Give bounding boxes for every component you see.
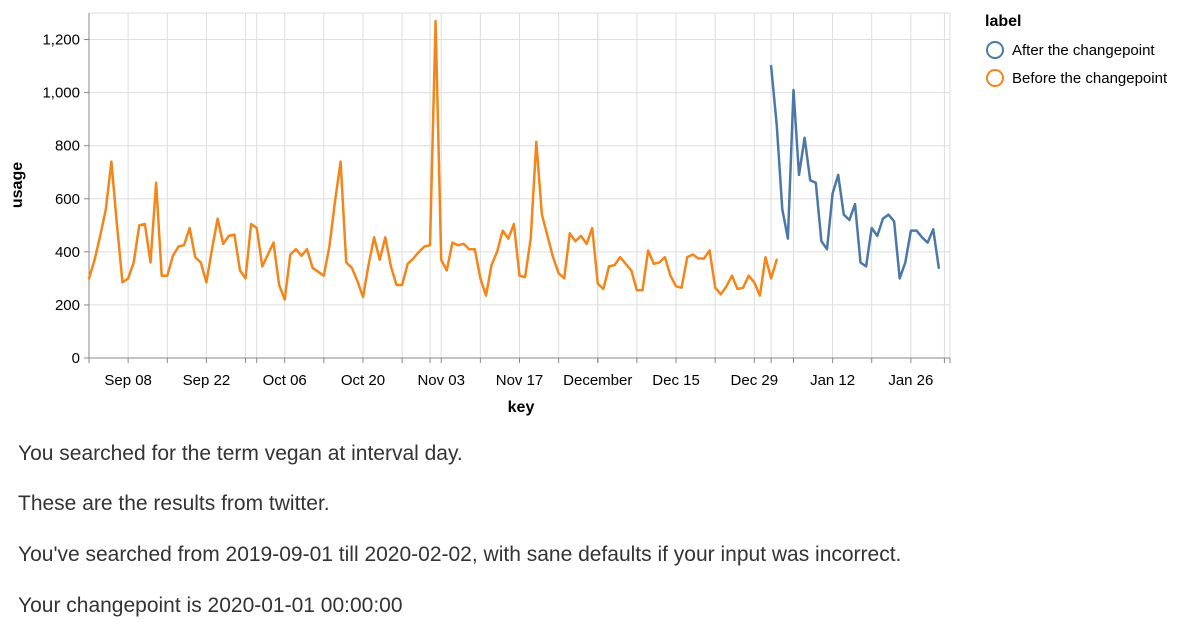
x-tick-label: Sep 08 xyxy=(104,372,152,389)
y-tick-label: 1,200 xyxy=(42,32,80,49)
y-tick-label: 1,000 xyxy=(42,85,80,102)
changepoint-text: Your changepoint is 2020-01-01 00:00:00 xyxy=(18,594,403,617)
x-tick-label: Dec 15 xyxy=(652,372,700,389)
series-line-after-the-changepoint xyxy=(769,64,941,280)
y-tick-label: 600 xyxy=(55,191,80,208)
source-text: These are the results from twitter. xyxy=(18,492,330,515)
legend-symbol xyxy=(986,41,1004,59)
y-tick-label: 800 xyxy=(55,138,80,155)
legend-title: label xyxy=(985,13,1021,30)
x-tick-label: Oct 20 xyxy=(341,372,385,389)
y-tick-label: 0 xyxy=(72,350,80,367)
x-tick-label: Nov 17 xyxy=(496,372,544,389)
series-line-before-the-changepoint xyxy=(87,19,778,301)
y-axis-title: usage xyxy=(9,162,26,208)
axes: 0 200 400 600 800 1,000 1,200 Sep 08 Sep 22 Oct 0… xyxy=(42,13,951,389)
x-tick-label: Jan 12 xyxy=(810,372,855,389)
x-tick-label: Dec 29 xyxy=(731,372,779,389)
x-axis-title: key xyxy=(508,399,535,416)
date-range-text: You've searched from 2019-09-01 till 202… xyxy=(18,543,902,566)
y-tick-label: 400 xyxy=(55,244,80,261)
series xyxy=(87,19,941,301)
y-tick-label: 200 xyxy=(55,297,80,314)
grid xyxy=(88,12,951,359)
legend-label: Before the changepoint xyxy=(1012,70,1168,87)
search-term-text: You searched for the term vegan at inter… xyxy=(18,442,463,465)
x-tick-label: Nov 03 xyxy=(417,372,465,389)
legend-symbol xyxy=(986,69,1004,87)
legend: label After the changepoint Before the ch… xyxy=(985,13,1168,87)
usage-line-chart: 0 200 400 600 800 1,000 1,200 Sep 08 Sep 22 Oct 0… xyxy=(9,12,1168,416)
x-tick-label: Sep 22 xyxy=(183,372,231,389)
x-tick-label: December xyxy=(563,372,632,389)
legend-label: After the changepoint xyxy=(1012,42,1155,59)
x-tick-label: Oct 06 xyxy=(263,372,307,389)
x-tick-label: Jan 26 xyxy=(888,372,933,389)
